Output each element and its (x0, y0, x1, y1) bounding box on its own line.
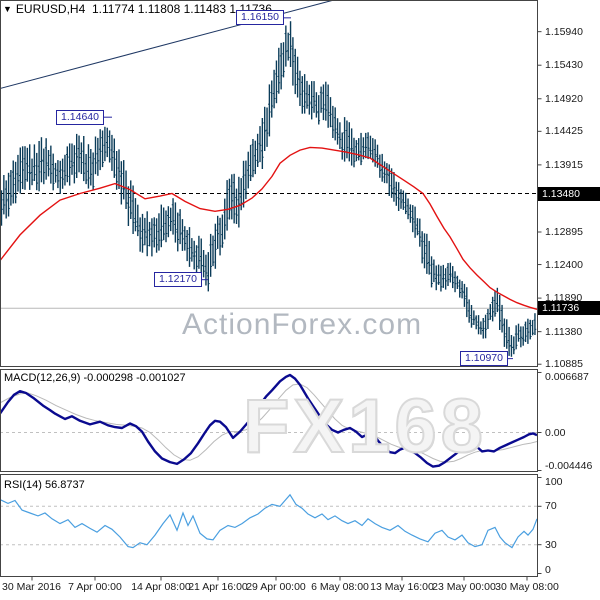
macd-axis-label: 0.006687 (545, 370, 589, 383)
price-axis-label: 1.10885 (545, 358, 583, 371)
panel-border (0, 0, 538, 367)
fx168-watermark: FX168 (242, 383, 487, 470)
price-tag: 1.16150 (236, 10, 284, 26)
date-axis-label: 29 Apr 00:00 (246, 581, 306, 593)
price-axis-label: 1.11890 (545, 292, 583, 305)
macd-signal-line (0, 383, 538, 463)
ohlc-bars (0, 21, 537, 357)
rsi-axis-label: 70 (545, 500, 557, 513)
date-axis-label: 23 May 00:00 (432, 581, 496, 593)
price-badge: 1.13480 (538, 186, 600, 201)
panel-border (0, 474, 538, 577)
price-axis-label: 1.13915 (545, 158, 583, 171)
panel-border (0, 369, 538, 472)
rsi-line (0, 493, 538, 549)
moving-average-line (0, 146, 538, 310)
price-badge: 1.11736 (538, 301, 600, 316)
price-panel[interactable] (0, 0, 538, 360)
date-axis-label: 13 May 16:00 (370, 581, 434, 593)
macd-indicator-label: MACD(12,26,9) -0.000298 -0.001027 (4, 372, 186, 384)
price-axis-label: 1.15430 (545, 59, 583, 72)
price-axis-label: 1.12400 (545, 258, 583, 271)
date-axis-label: 30 May 08:00 (495, 581, 559, 593)
actionforex-watermark: ActionForex.com (182, 308, 423, 341)
price-axis-label: 1.14425 (545, 125, 583, 138)
price-tag: 1.10970 (460, 351, 508, 367)
symbol-dropdown-icon[interactable]: ▼ (3, 4, 12, 14)
macd-axis-label: -0.004446 (545, 459, 593, 472)
macd-axis-label: 0.00 (545, 426, 566, 439)
rsi-panel[interactable] (0, 493, 538, 549)
macd-panel[interactable] (0, 373, 538, 468)
date-axis-label: 30 Mar 2016 (2, 581, 61, 593)
date-axis-label: 14 Apr 08:00 (131, 581, 191, 593)
price-tag: 1.12170 (154, 272, 202, 288)
rsi-axis-label: 30 (545, 538, 557, 551)
chart-title: ▼ EURUSD,H4 1.11774 1.11808 1.11483 1.117… (3, 2, 272, 16)
rsi-axis-label: 100 (545, 475, 563, 488)
price-tag: 1.14640 (56, 109, 104, 125)
rsi-axis-label: 0 (545, 564, 551, 576)
price-axis-label: 1.15940 (545, 25, 583, 38)
date-axis-label: 6 May 08:00 (311, 581, 369, 593)
price-axis-label: 1.11380 (545, 325, 583, 338)
ohlc-readout: 1.11774 1.11808 1.11483 1.11736 (91, 2, 272, 16)
price-axis-label: 1.12895 (545, 225, 583, 238)
price-axis-label: 1.14920 (545, 92, 583, 105)
symbol-timeframe: EURUSD,H4 (15, 2, 86, 16)
date-axis-label: 7 Apr 00:00 (68, 581, 122, 593)
date-axis-label: 21 Apr 16:00 (188, 581, 248, 593)
rsi-indicator-label: RSI(14) 56.8737 (4, 479, 85, 491)
macd-main-line (0, 373, 538, 468)
